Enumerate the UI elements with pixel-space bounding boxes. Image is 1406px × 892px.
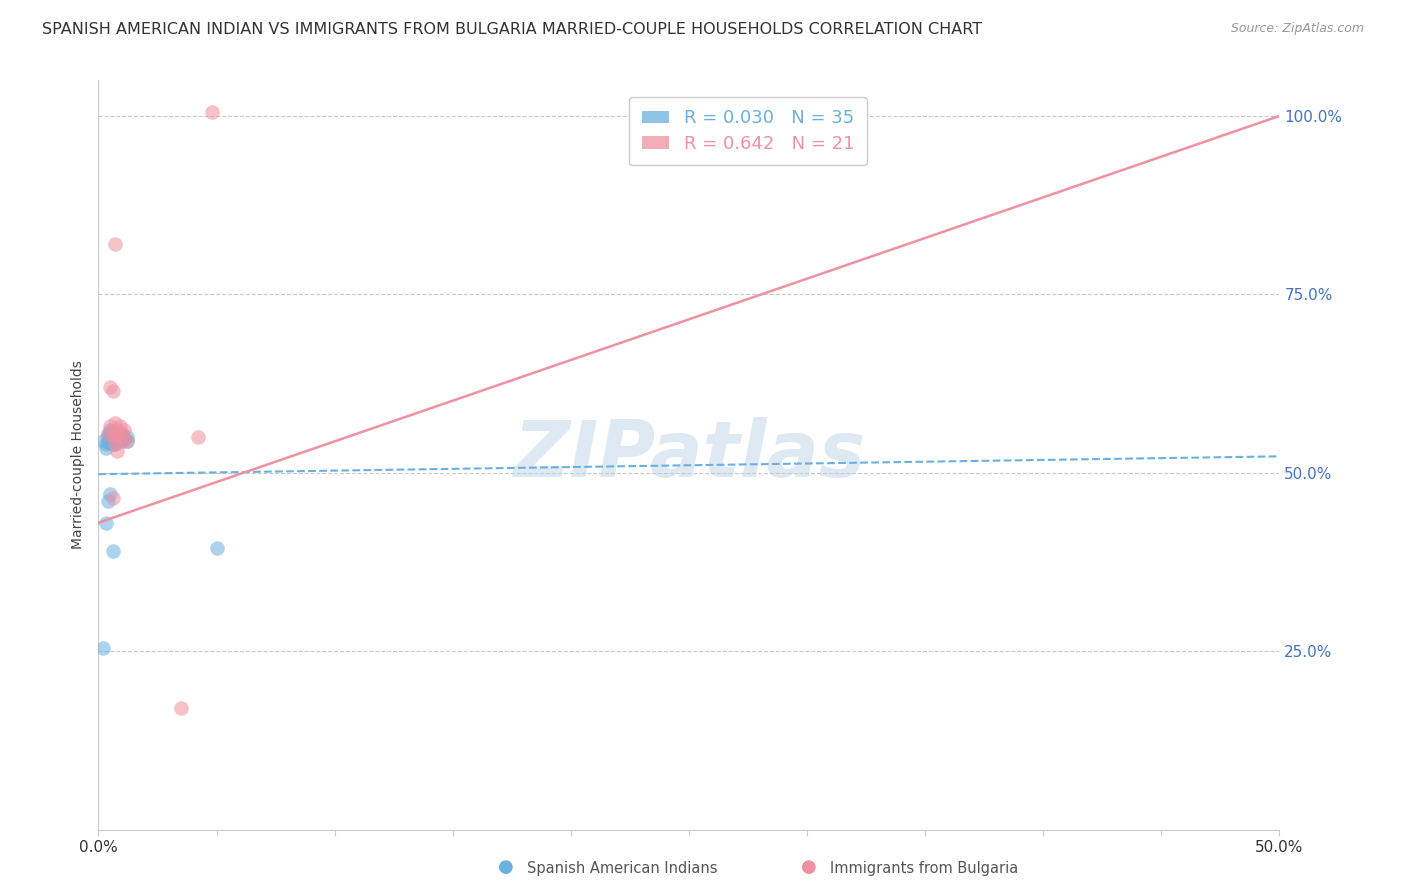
- Point: [187, 430, 209, 444]
- Point: [101, 491, 124, 505]
- Legend: R = 0.030   N = 35, R = 0.642   N = 21: R = 0.030 N = 35, R = 0.642 N = 21: [630, 97, 866, 165]
- Point: [98, 419, 121, 434]
- Point: [101, 426, 124, 441]
- Point: [97, 426, 120, 441]
- Point: [111, 430, 134, 444]
- Point: [101, 434, 124, 448]
- Point: [104, 426, 127, 441]
- Point: [104, 434, 127, 448]
- Point: [98, 426, 121, 441]
- Text: Immigrants from Bulgaria: Immigrants from Bulgaria: [830, 861, 1018, 876]
- Point: [97, 426, 120, 441]
- Point: [115, 434, 138, 448]
- Point: [97, 434, 120, 448]
- Point: [104, 437, 127, 451]
- Point: [98, 423, 121, 437]
- Point: [105, 426, 128, 441]
- Point: [201, 105, 224, 120]
- Text: Spanish American Indians: Spanish American Indians: [527, 861, 717, 876]
- Point: [115, 430, 138, 444]
- Point: [108, 419, 131, 434]
- Point: [101, 430, 124, 444]
- Point: [101, 384, 124, 398]
- Point: [94, 437, 117, 451]
- Point: [101, 544, 124, 558]
- Point: [101, 437, 124, 451]
- Point: [105, 423, 128, 437]
- Point: [111, 426, 134, 441]
- Point: [105, 430, 128, 444]
- Point: [91, 640, 114, 655]
- Point: [97, 494, 120, 508]
- Point: [94, 516, 117, 530]
- Point: [98, 487, 121, 501]
- Text: Source: ZipAtlas.com: Source: ZipAtlas.com: [1230, 22, 1364, 36]
- Point: [108, 432, 131, 446]
- Point: [98, 380, 121, 394]
- Point: [105, 434, 128, 448]
- Text: SPANISH AMERICAN INDIAN VS IMMIGRANTS FROM BULGARIA MARRIED-COUPLE HOUSEHOLDS CO: SPANISH AMERICAN INDIAN VS IMMIGRANTS FR…: [42, 22, 983, 37]
- Point: [104, 237, 127, 252]
- Point: [104, 430, 127, 444]
- Point: [108, 428, 131, 442]
- Point: [98, 432, 121, 446]
- Text: ZIPatlas: ZIPatlas: [513, 417, 865, 493]
- Point: [112, 423, 135, 437]
- Point: [104, 416, 127, 430]
- Point: [170, 701, 193, 715]
- Point: [111, 426, 134, 441]
- Point: [112, 432, 135, 446]
- Point: [115, 434, 138, 448]
- Point: [104, 430, 127, 444]
- Point: [98, 435, 121, 450]
- Point: [94, 441, 117, 455]
- Point: [205, 541, 228, 555]
- Point: [101, 425, 124, 439]
- Point: [91, 434, 114, 448]
- Point: [111, 434, 134, 448]
- Y-axis label: Married-couple Households: Married-couple Households: [70, 360, 84, 549]
- Text: ●: ●: [800, 858, 817, 876]
- Point: [97, 430, 120, 444]
- Point: [104, 437, 127, 451]
- Point: [111, 434, 134, 448]
- Point: [105, 444, 128, 458]
- Point: [105, 426, 128, 441]
- Text: ●: ●: [498, 858, 515, 876]
